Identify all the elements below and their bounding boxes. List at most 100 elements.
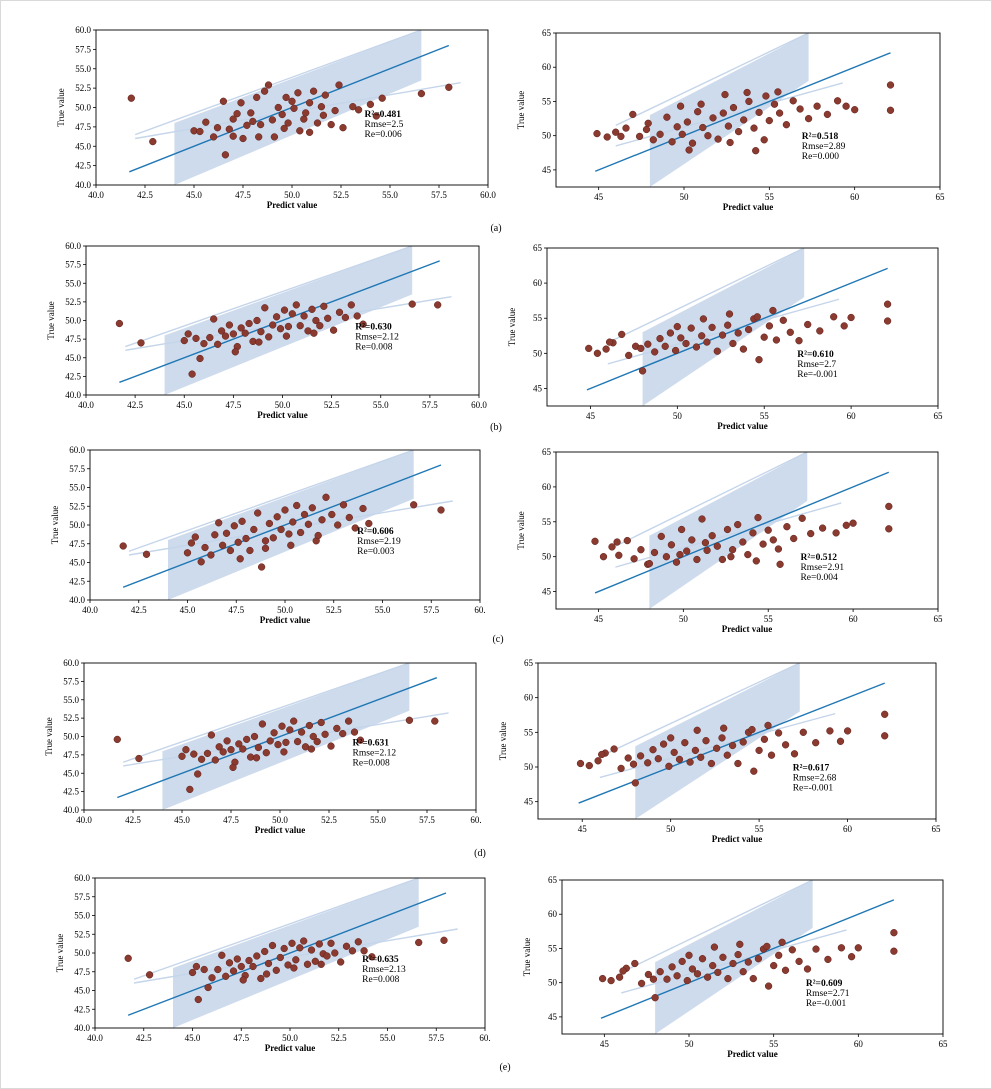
y-axis-label: True value bbox=[516, 91, 526, 129]
data-point bbox=[337, 958, 345, 966]
data-point bbox=[724, 122, 733, 130]
data-point bbox=[278, 722, 286, 730]
data-point bbox=[236, 555, 244, 563]
data-point bbox=[353, 312, 361, 320]
data-point bbox=[372, 112, 380, 120]
data-point bbox=[593, 349, 602, 357]
data-point bbox=[836, 737, 845, 745]
data-point bbox=[218, 951, 226, 959]
data-point bbox=[180, 336, 188, 345]
y-axis-label: True value bbox=[46, 301, 56, 339]
data-point bbox=[683, 118, 692, 126]
data-point bbox=[753, 313, 761, 321]
x-tick-label: 42.5 bbox=[131, 605, 147, 615]
data-point bbox=[651, 348, 659, 356]
data-point bbox=[673, 322, 681, 331]
data-point bbox=[209, 133, 218, 141]
y-tick-label: 40.0 bbox=[75, 180, 91, 190]
data-point bbox=[327, 939, 335, 947]
y-tick-label: 45 bbox=[548, 1012, 558, 1022]
data-point bbox=[637, 344, 645, 353]
data-point bbox=[218, 541, 227, 549]
y-tick-label: 50 bbox=[542, 131, 552, 141]
data-point bbox=[657, 532, 665, 541]
data-point bbox=[885, 502, 893, 511]
data-point bbox=[204, 983, 212, 992]
data-point bbox=[278, 110, 286, 119]
data-point bbox=[830, 313, 838, 321]
data-point bbox=[440, 936, 448, 944]
y-tick-label: 50 bbox=[533, 348, 543, 358]
data-point bbox=[249, 962, 257, 971]
data-point bbox=[666, 329, 675, 337]
data-point bbox=[284, 322, 293, 331]
data-point bbox=[341, 313, 350, 322]
data-point bbox=[796, 105, 804, 113]
data-point bbox=[203, 749, 212, 758]
data-point bbox=[667, 734, 675, 742]
data-point bbox=[886, 81, 895, 89]
data-point bbox=[253, 93, 261, 102]
stat-re: Re=0.004 bbox=[800, 573, 838, 583]
data-point bbox=[719, 953, 727, 961]
data-point bbox=[335, 81, 343, 89]
y-tick-label: 47.5 bbox=[63, 750, 79, 760]
scatter-panel-4-right: 45 50 55 60 65 45 50 55 60 65 Predict value True va… bbox=[498, 658, 941, 844]
y-axis-label: True value bbox=[516, 511, 526, 549]
data-point bbox=[719, 109, 727, 117]
data-point bbox=[665, 762, 673, 770]
band-upper-edge bbox=[599, 663, 801, 758]
data-point bbox=[288, 939, 296, 947]
data-points bbox=[127, 81, 453, 159]
data-point bbox=[270, 729, 278, 737]
y-tick-label: 55 bbox=[524, 727, 534, 737]
y-tick-label: 45.0 bbox=[63, 768, 79, 778]
data-point bbox=[303, 960, 312, 968]
data-point bbox=[214, 340, 222, 348]
data-point bbox=[308, 305, 316, 313]
data-point bbox=[693, 970, 702, 978]
data-point bbox=[270, 133, 279, 141]
data-point bbox=[699, 315, 708, 323]
data-point bbox=[630, 555, 638, 563]
stat-re: Re=0.008 bbox=[353, 758, 391, 768]
data-point bbox=[688, 965, 697, 973]
y-axis-label: True value bbox=[522, 938, 532, 976]
data-point bbox=[760, 136, 768, 144]
data-point bbox=[356, 736, 365, 744]
y-tick-label: 60.0 bbox=[69, 445, 85, 455]
data-point bbox=[881, 710, 889, 718]
data-point bbox=[305, 128, 314, 136]
data-point bbox=[832, 529, 840, 537]
x-tick-label: 52.5 bbox=[324, 400, 340, 410]
y-tick-label: 57.5 bbox=[69, 464, 85, 474]
prediction-band bbox=[635, 663, 800, 819]
data-point bbox=[280, 124, 288, 133]
data-points bbox=[113, 716, 439, 794]
data-point bbox=[625, 351, 633, 360]
data-point bbox=[200, 965, 208, 974]
data-point bbox=[300, 312, 308, 320]
data-point bbox=[249, 117, 257, 126]
data-point bbox=[598, 750, 606, 759]
data-point bbox=[740, 116, 748, 124]
x-tick-label: 50.0 bbox=[284, 190, 300, 200]
data-point bbox=[775, 109, 784, 117]
data-point bbox=[725, 310, 734, 318]
data-point bbox=[237, 324, 245, 332]
data-point bbox=[752, 147, 760, 155]
data-point bbox=[229, 115, 237, 123]
data-point bbox=[645, 559, 654, 568]
fit-line bbox=[129, 44, 450, 173]
data-point bbox=[755, 746, 763, 755]
data-point bbox=[149, 137, 157, 146]
x-axis-label: Predict value bbox=[727, 1049, 778, 1059]
data-point bbox=[726, 138, 734, 147]
data-point bbox=[788, 946, 796, 954]
data-point bbox=[211, 531, 219, 539]
data-point bbox=[256, 120, 265, 129]
x-tick-label: 55.0 bbox=[373, 400, 389, 410]
data-point bbox=[247, 109, 255, 117]
data-point bbox=[290, 964, 298, 972]
data-point bbox=[222, 529, 231, 537]
